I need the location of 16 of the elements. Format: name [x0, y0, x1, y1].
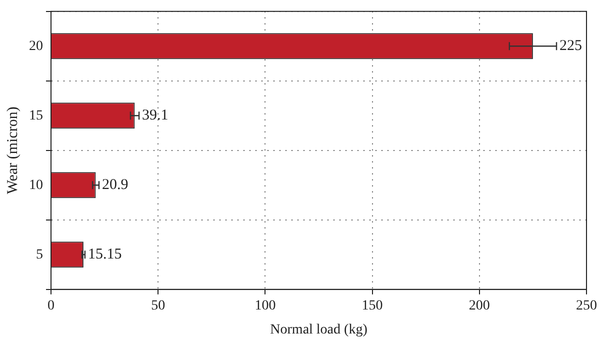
data-label: 15.15 — [88, 246, 122, 263]
x-tick-label: 50 — [151, 298, 166, 314]
data-label: 225 — [560, 38, 582, 54]
x-tick-label: 150 — [362, 298, 383, 314]
x-tick-label: 200 — [468, 298, 490, 314]
y-axis-title: Wear (micron) — [4, 106, 21, 194]
y-tick-label: 15 — [29, 108, 43, 124]
x-tick-label: 250 — [576, 298, 597, 314]
y-tick-label: 10 — [29, 178, 43, 193]
y-tick-label: 20 — [29, 38, 43, 54]
x-tick-label: 0 — [48, 298, 54, 314]
x-tick-label: 100 — [254, 298, 276, 314]
data-label: 20.9 — [102, 177, 128, 194]
data-label: 39.1 — [142, 108, 168, 124]
y-tick-label: 5 — [36, 247, 43, 262]
x-axis-title: Normal load (kg) — [270, 322, 368, 338]
